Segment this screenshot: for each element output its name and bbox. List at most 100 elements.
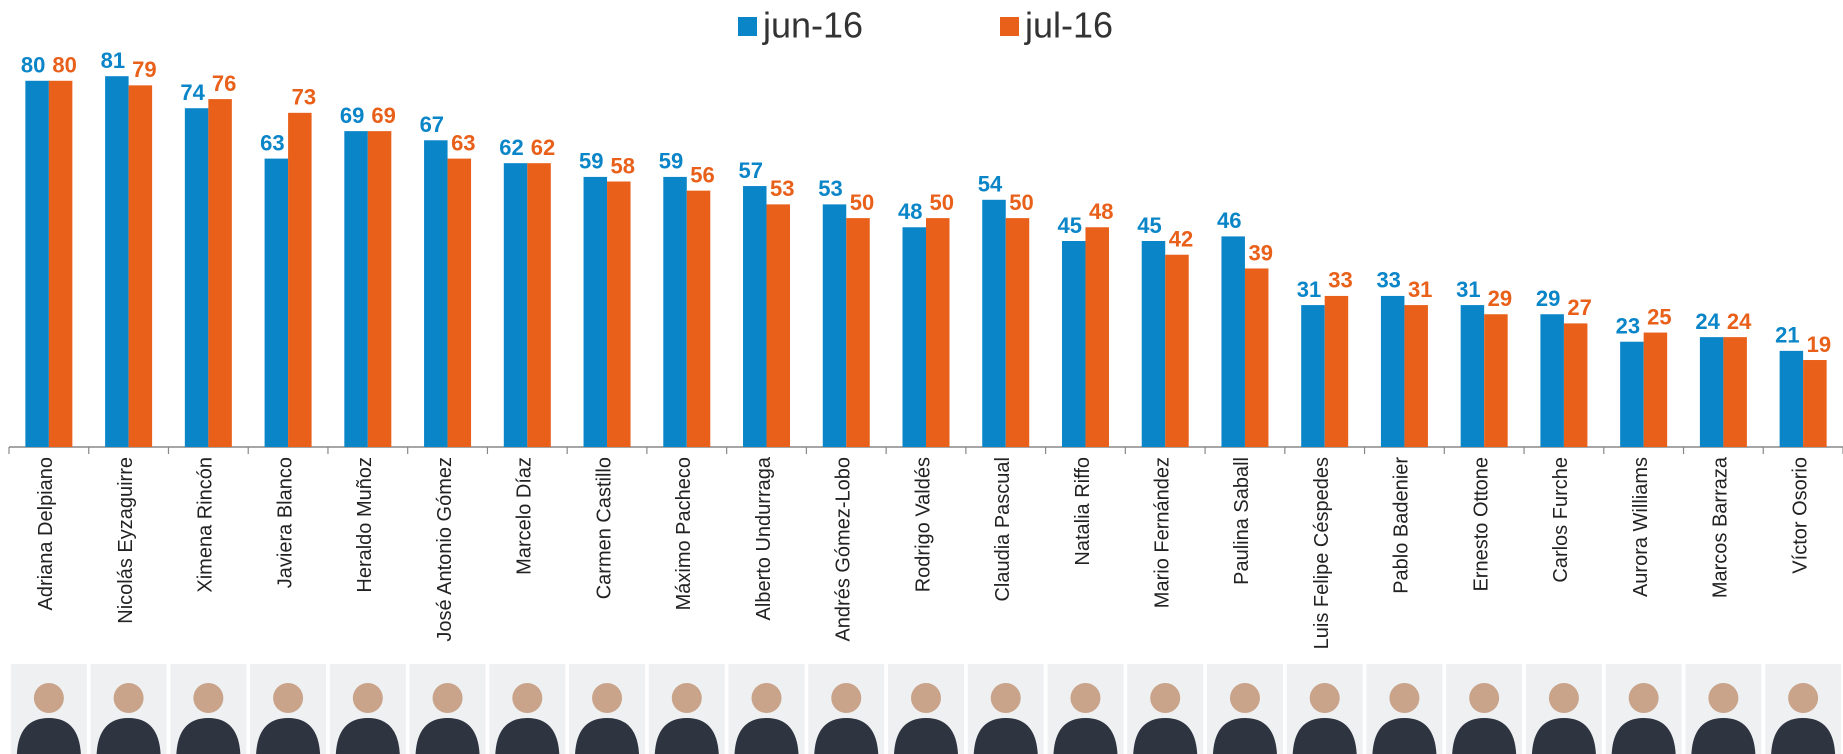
value-label: 80 xyxy=(21,53,45,78)
value-label: 19 xyxy=(1807,332,1831,357)
bar xyxy=(1723,337,1747,447)
value-label: 53 xyxy=(770,176,794,201)
value-label: 46 xyxy=(1217,208,1241,233)
x-tick-label: Carmen Castillo xyxy=(593,457,615,599)
bar xyxy=(1643,332,1668,447)
value-label: 24 xyxy=(1695,309,1720,334)
value-label: 59 xyxy=(579,149,603,174)
x-tick-label: Rodrigo Valdés xyxy=(912,457,934,592)
bar xyxy=(424,140,448,448)
x-tick-label: Ernesto Ottone xyxy=(1470,457,1492,592)
bar xyxy=(447,158,472,447)
value-label: 54 xyxy=(978,172,1003,197)
bar xyxy=(1244,268,1269,447)
bar xyxy=(743,186,767,448)
value-label: 53 xyxy=(818,176,842,201)
x-tick-label: Ximena Rincón xyxy=(195,457,217,593)
value-label: 63 xyxy=(451,130,475,155)
x-tick-label: Andrés Gómez-Lobo xyxy=(833,457,855,642)
portrait-head xyxy=(1708,683,1739,713)
x-tick-label: Adriana Delpiano xyxy=(35,457,57,610)
x-tick-label: Paulina Saball xyxy=(1231,457,1253,585)
portrait-head xyxy=(1628,683,1659,713)
bar xyxy=(184,108,209,447)
bar xyxy=(926,218,950,447)
portrait-body xyxy=(1531,718,1596,754)
portrait-head xyxy=(1469,683,1500,713)
x-tick-label: Víctor Osorio xyxy=(1789,457,1811,574)
value-label: 27 xyxy=(1567,295,1591,320)
bar xyxy=(1484,314,1508,447)
bar xyxy=(902,227,926,447)
portrait-head xyxy=(671,683,702,713)
portrait-body xyxy=(1372,718,1437,754)
value-label: 62 xyxy=(531,135,555,160)
x-tick-label: Aurora Williams xyxy=(1630,457,1652,597)
portrait-head xyxy=(592,683,623,713)
value-label: 67 xyxy=(420,112,444,137)
bar xyxy=(128,85,153,447)
value-label: 74 xyxy=(180,80,205,105)
portrait-head xyxy=(432,683,463,713)
portrait-body xyxy=(734,718,799,754)
portrait-body xyxy=(415,718,480,754)
bar xyxy=(1620,341,1644,447)
portrait-body xyxy=(1133,718,1198,754)
value-label: 69 xyxy=(371,103,395,128)
portrait-body xyxy=(335,718,400,754)
value-label: 80 xyxy=(52,53,76,78)
portrait-body xyxy=(96,718,161,754)
x-tick-label: Luis Felipe Céspedes xyxy=(1311,457,1333,649)
value-label: 29 xyxy=(1488,286,1512,311)
value-label: 21 xyxy=(1775,323,1799,348)
value-label: 59 xyxy=(659,149,683,174)
value-label: 24 xyxy=(1727,309,1752,334)
portrait-head xyxy=(1150,683,1181,713)
x-tick-label: Máximo Pacheco xyxy=(673,457,695,610)
x-tick-label: Pablo Badenier xyxy=(1391,457,1413,594)
portrait-head xyxy=(193,683,224,713)
bar xyxy=(503,163,528,447)
portrait-body xyxy=(654,718,719,754)
portrait-head xyxy=(751,683,782,713)
value-label: 29 xyxy=(1536,286,1560,311)
portrait-body xyxy=(575,718,640,754)
bar xyxy=(1165,254,1189,447)
bar xyxy=(25,80,49,448)
bar xyxy=(1085,227,1109,447)
portrait-head xyxy=(911,683,941,713)
portrait-head xyxy=(1788,683,1819,713)
portrait-body xyxy=(973,718,1038,754)
bar xyxy=(1301,305,1325,447)
portrait-body xyxy=(1212,718,1277,754)
bar xyxy=(1803,360,1827,447)
portrait-body xyxy=(1053,718,1118,754)
portrait-head xyxy=(1548,683,1579,713)
x-tick-label: Claudia Pascual xyxy=(992,457,1014,602)
value-label: 63 xyxy=(260,130,284,155)
value-label: 45 xyxy=(1137,213,1161,238)
value-label: 48 xyxy=(1089,199,1113,224)
value-label: 50 xyxy=(1009,190,1033,215)
bar xyxy=(982,199,1006,447)
bar xyxy=(1563,323,1588,447)
portrait-head xyxy=(273,683,304,713)
x-tick-label: José Antonio Gómez xyxy=(434,457,456,642)
value-label: 79 xyxy=(132,57,156,82)
portrait-body xyxy=(1292,718,1357,754)
bar xyxy=(1324,295,1349,447)
portrait-head xyxy=(113,683,144,713)
bar xyxy=(1460,305,1485,447)
value-label: 33 xyxy=(1328,268,1352,293)
x-tick-label: Javiera Blanco xyxy=(274,457,296,588)
bar xyxy=(583,176,608,447)
x-tick-label: Marcos Barraza xyxy=(1710,456,1732,598)
value-label: 33 xyxy=(1376,268,1400,293)
x-tick-label: Carlos Furche xyxy=(1550,457,1572,583)
value-label: 31 xyxy=(1297,277,1321,302)
legend-label: jul-16 xyxy=(1024,5,1113,46)
legend: jun-16 jul-16 xyxy=(738,5,1113,46)
portrait-head xyxy=(1389,683,1420,713)
bar xyxy=(1141,241,1166,447)
